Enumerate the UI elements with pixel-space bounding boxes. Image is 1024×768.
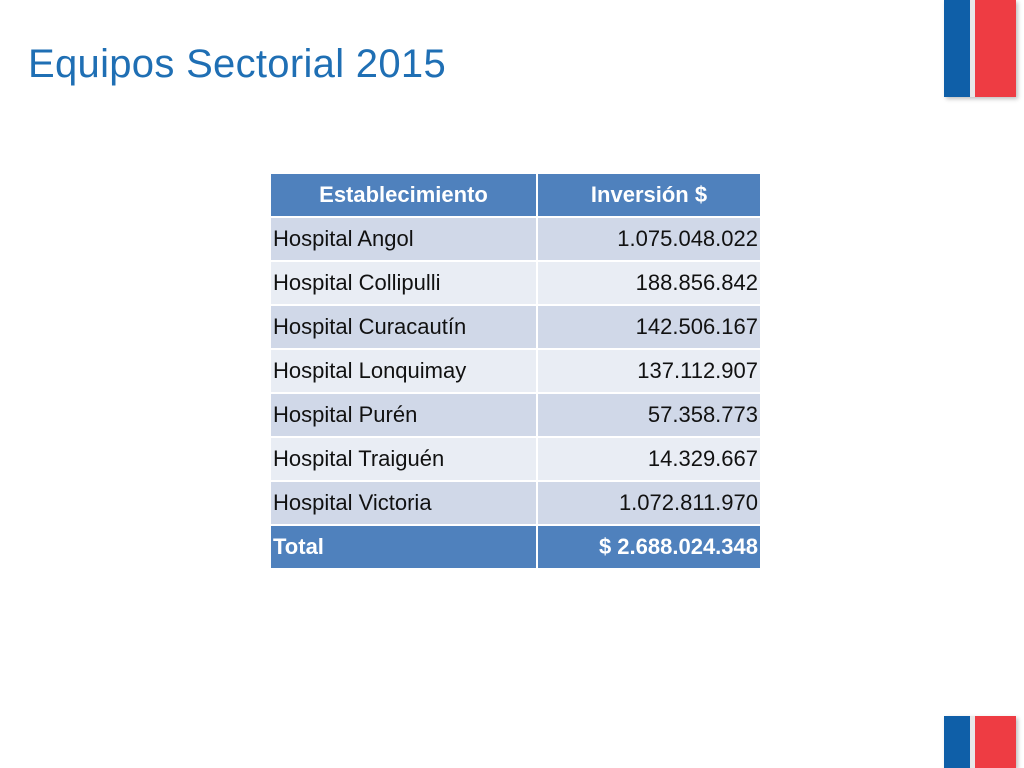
row-name: Hospital Collipulli (269, 260, 538, 306)
flag-divider (970, 0, 975, 97)
row-name: Hospital Purén (269, 392, 538, 438)
table-row: Hospital Traiguén 14.329.667 (269, 436, 762, 482)
flag-blue-stripe (944, 0, 970, 97)
table-row: Hospital Curacautín 142.506.167 (269, 304, 762, 350)
row-value: 188.856.842 (536, 260, 762, 306)
row-name: Hospital Traiguén (269, 436, 538, 482)
row-value: 14.329.667 (536, 436, 762, 482)
flag-divider (970, 716, 975, 768)
flag-red-stripe (975, 716, 1016, 768)
flag-red-stripe (975, 0, 1016, 97)
row-value: 142.506.167 (536, 304, 762, 350)
column-header-establecimiento: Establecimiento (269, 172, 538, 218)
row-name: Hospital Victoria (269, 480, 538, 526)
table-header-row: Establecimiento Inversión $ (269, 172, 762, 218)
row-value: 1.075.048.022 (536, 216, 762, 262)
table-total-row: Total $ 2.688.024.348 (269, 524, 762, 570)
table-row: Hospital Angol 1.075.048.022 (269, 216, 762, 262)
total-value: $ 2.688.024.348 (536, 524, 762, 570)
chile-flag-bar-top (944, 0, 1016, 97)
table-row: Hospital Lonquimay 137.112.907 (269, 348, 762, 394)
row-value: 137.112.907 (536, 348, 762, 394)
row-name: Hospital Curacautín (269, 304, 538, 350)
table-row: Hospital Purén 57.358.773 (269, 392, 762, 438)
total-label: Total (269, 524, 538, 570)
chile-flag-bar-bottom (944, 716, 1016, 768)
slide-title: Equipos Sectorial 2015 (28, 42, 446, 86)
row-value: 57.358.773 (536, 392, 762, 438)
row-name: Hospital Angol (269, 216, 538, 262)
row-name: Hospital Lonquimay (269, 348, 538, 394)
table-row: Hospital Collipulli 188.856.842 (269, 260, 762, 306)
column-header-inversion: Inversión $ (536, 172, 762, 218)
row-value: 1.072.811.970 (536, 480, 762, 526)
table-row: Hospital Victoria 1.072.811.970 (269, 480, 762, 526)
investment-table: Establecimiento Inversión $ Hospital Ang… (269, 172, 762, 570)
flag-blue-stripe (944, 716, 970, 768)
